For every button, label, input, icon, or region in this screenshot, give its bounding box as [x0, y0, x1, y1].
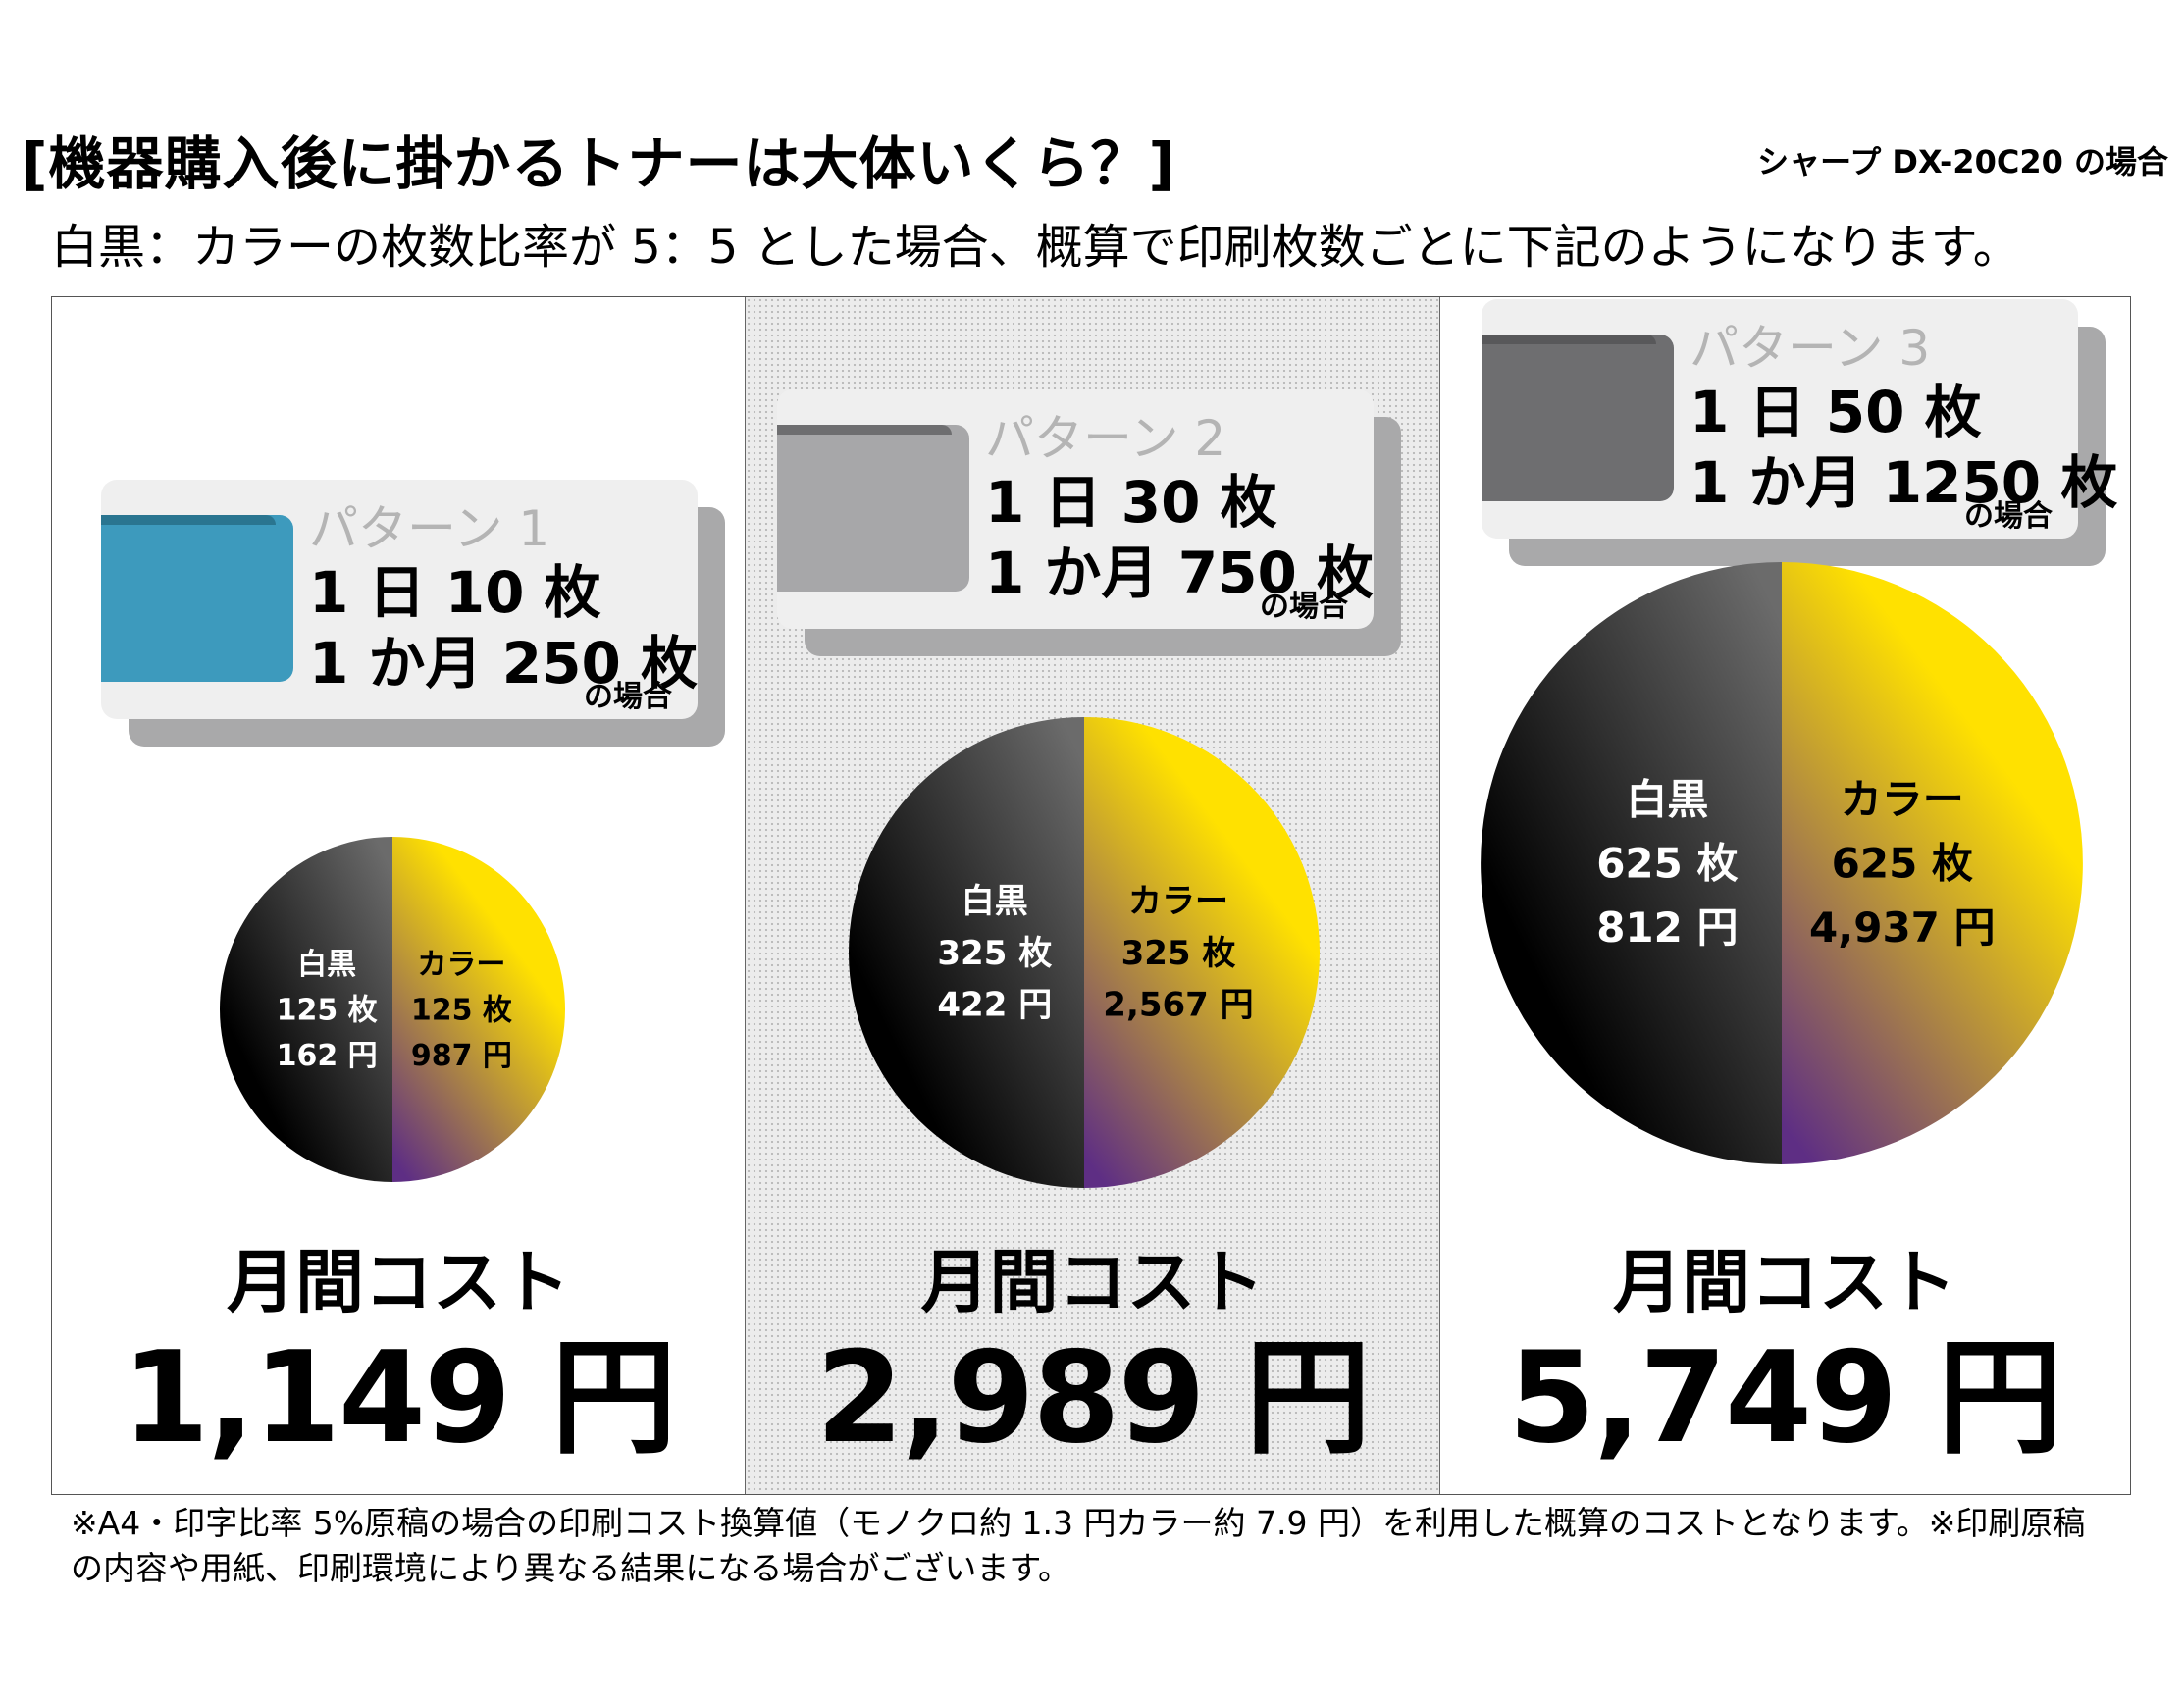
- pie-label-color-name: カラー: [1128, 882, 1228, 921]
- pie-slice-color: [1084, 717, 1320, 1188]
- pattern-1-suffix: の場合: [584, 680, 672, 714]
- pattern-1-pie-chart: 白黒 125 枚 162 円 カラー 125 枚 987 円: [220, 837, 565, 1182]
- pattern-2-label: パターン 2: [985, 410, 1226, 467]
- pattern-2-pie-chart: 白黒 325 枚 422 円 カラー 325 枚 2,567 円: [849, 717, 1320, 1188]
- pattern-2-panel: パターン 2 1 日 30 枚 1 か月 750 枚 の場合 白黒 325 枚 42…: [745, 297, 1439, 1494]
- pattern-1-panel: パターン 1 1 日 10 枚 1 か月 250 枚 の場合 白黒 125 枚 16…: [52, 297, 745, 1494]
- pie-label-mono-name: 白黒: [962, 882, 1028, 921]
- pattern-3-cost-value: 5,749 円: [1508, 1325, 2062, 1471]
- pie-label-color-cost: 4,937 円: [1809, 903, 1995, 952]
- pie-label-color-name: カラー: [1841, 776, 1964, 824]
- pie-label-mono-cost: 422 円: [937, 986, 1052, 1025]
- pie-label-color-sheets: 125 枚: [411, 994, 512, 1028]
- model-name: シャープ DX-20C20 の場合: [1757, 143, 2168, 181]
- pattern-3-card: パターン 3 1 日 50 枚 1 か月 1250 枚 の場合: [1482, 299, 2117, 566]
- pie-label-mono-cost: 812 円: [1596, 903, 1738, 952]
- pattern-1-cost-label: 月間コスト: [227, 1242, 570, 1322]
- pattern-2-card: パターン 2 1 日 30 枚 1 か月 750 枚 の場合: [777, 389, 1401, 656]
- pie-slice-color: [1782, 562, 2083, 1164]
- pie-slice-mono: [849, 717, 1084, 1188]
- pie-label-mono-name: 白黒: [297, 948, 356, 982]
- patterns-container: パターン 1 1 日 10 枚 1 か月 250 枚 の場合 白黒 125 枚 16…: [51, 296, 2131, 1495]
- pattern-2-swatch: [777, 425, 969, 592]
- pattern-3-pie-chart: 白黒 625 枚 812 円 カラー 625 枚 4,937 円: [1481, 562, 2083, 1164]
- footnote: ※A4・印字比率 5%原稿の場合の印刷コスト換算値（モノクロ約 1.3 円カラー…: [71, 1504, 2086, 1587]
- pattern-3-panel: パターン 3 1 日 50 枚 1 か月 1250 枚 の場合 白黒 625 枚 8…: [1439, 297, 2129, 1494]
- pie-label-color-name: カラー: [417, 948, 505, 982]
- pie-slice-mono: [220, 837, 392, 1182]
- page-subtitle: 白黒：カラーの枚数比率が 5：5 とした場合、概算で印刷枚数ごとに下記のようにな…: [51, 220, 2020, 275]
- pie-label-mono-sheets: 325 枚: [937, 934, 1052, 973]
- pattern-1-monthly: 1 か月 250 枚: [309, 630, 699, 696]
- pie-slice-mono: [1481, 562, 1782, 1164]
- pattern-2-cost-value: 2,989 円: [815, 1325, 1371, 1471]
- pattern-3-monthly: 1 か月 1250 枚: [1690, 449, 2118, 516]
- pattern-1-swatch: [101, 515, 293, 682]
- page-title: [機器購入後に掛かるトナーは大体いくら？]: [22, 130, 1176, 197]
- pattern-1-card: パターン 1 1 日 10 枚 1 か月 250 枚 の場合: [101, 480, 725, 747]
- pie-label-color-sheets: 325 枚: [1121, 934, 1236, 973]
- pattern-2-suffix: の場合: [1260, 590, 1348, 624]
- pie-label-color-cost: 987 円: [411, 1039, 512, 1073]
- pattern-3-daily: 1 日 50 枚: [1690, 379, 1982, 445]
- pattern-3-cost-label: 月間コスト: [1613, 1242, 1956, 1322]
- pattern-3-suffix: の場合: [1964, 499, 2053, 534]
- pattern-1-daily: 1 日 10 枚: [309, 559, 601, 626]
- pattern-1-label: パターン 1: [309, 500, 550, 557]
- pie-label-mono-sheets: 625 枚: [1596, 840, 1738, 888]
- pattern-3-label: パターン 3: [1690, 320, 1931, 377]
- pattern-1-cost-value: 1,149 円: [122, 1325, 676, 1471]
- pattern-2-monthly: 1 か月 750 枚: [985, 540, 1375, 606]
- pie-label-mono-sheets: 125 枚: [277, 994, 378, 1028]
- pie-label-color-cost: 2,567 円: [1103, 986, 1253, 1025]
- pattern-2-daily: 1 日 30 枚: [985, 469, 1277, 536]
- pattern-3-swatch: [1482, 335, 1674, 501]
- pie-label-color-sheets: 625 枚: [1832, 840, 1973, 888]
- pie-slice-color: [392, 837, 565, 1182]
- pie-label-mono-cost: 162 円: [277, 1039, 378, 1073]
- pattern-2-cost-label: 月間コスト: [920, 1242, 1265, 1322]
- pie-label-mono-name: 白黒: [1626, 776, 1708, 824]
